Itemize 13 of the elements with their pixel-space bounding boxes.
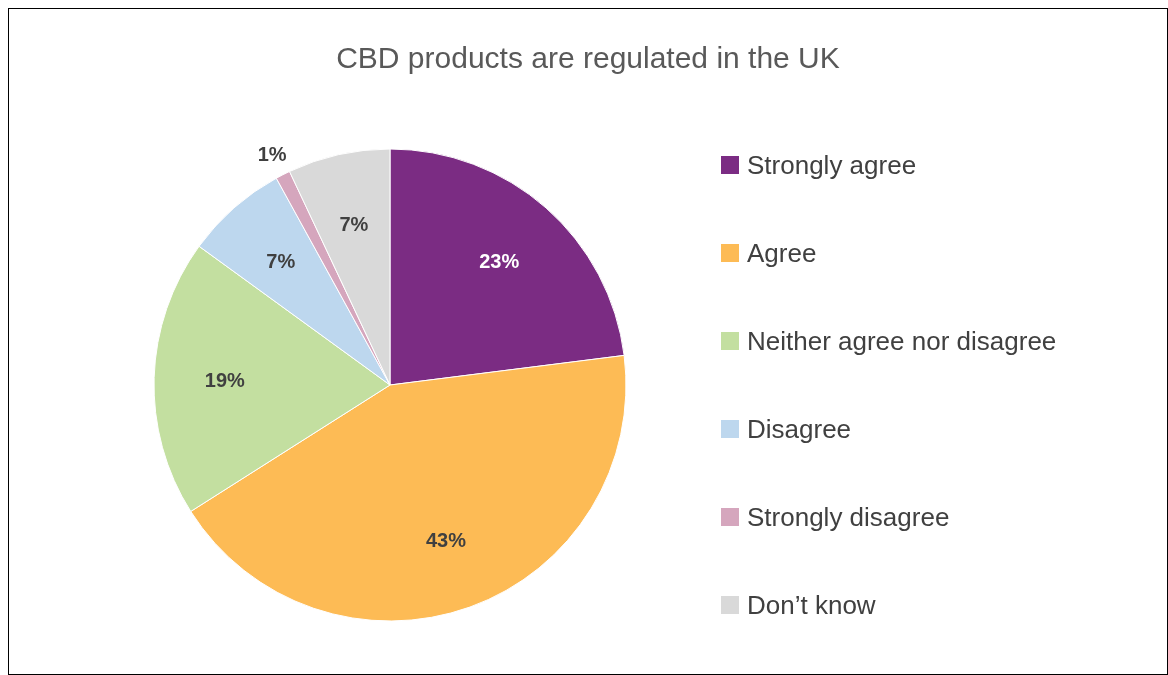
data-label: 7% (266, 250, 296, 273)
legend-label: Don’t know (747, 589, 876, 621)
data-label: 1% (257, 142, 287, 165)
legend-label: Strongly disagree (747, 501, 950, 533)
chart-title: CBD products are regulated in the UK (335, 41, 841, 75)
legend-label: Strongly agree (747, 149, 917, 181)
data-label: 23% (479, 250, 520, 273)
legend-label: Agree (747, 237, 817, 269)
legend-label: Disagree (747, 413, 852, 445)
data-label: 7% (339, 212, 369, 235)
legend-label: Neither agree nor disagree (747, 325, 1057, 357)
data-label: 19% (204, 368, 246, 391)
data-label: 43% (425, 529, 467, 552)
